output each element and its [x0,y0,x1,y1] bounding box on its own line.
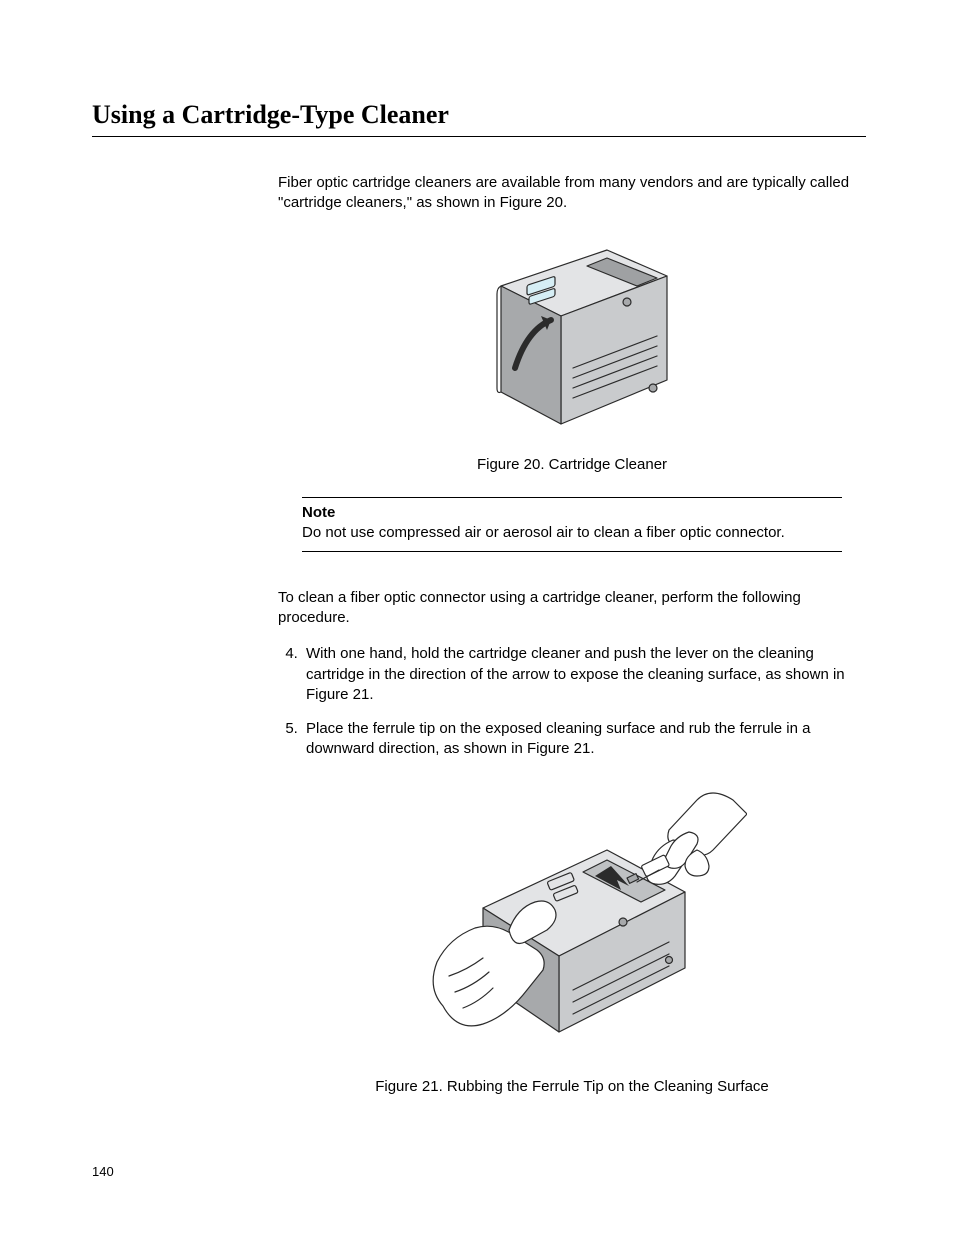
page-number: 140 [92,1164,114,1179]
figure-21-caption: Figure 21. Rubbing the Ferrule Tip on th… [278,1078,866,1095]
section-title: Using a Cartridge-Type Cleaner [92,100,866,137]
note-box: Note Do not use compressed air or aeroso… [302,497,842,552]
step-item: With one hand, hold the cartridge cleane… [302,644,866,705]
note-label: Note [302,504,842,521]
body-column: Fiber optic cartridge cleaners are avail… [278,173,866,1095]
figure-20: Figure 20. Cartridge Cleaner [278,238,866,473]
intro-paragraph: Fiber optic cartridge cleaners are avail… [278,173,866,214]
figure-21: Figure 21. Rubbing the Ferrule Tip on th… [278,780,866,1095]
cartridge-cleaner-illustration [457,238,687,438]
procedure-steps: With one hand, hold the cartridge cleane… [278,644,866,759]
step-item: Place the ferrule tip on the exposed cle… [302,719,866,760]
note-text: Do not use compressed air or aerosol air… [302,523,842,543]
figure-20-caption: Figure 20. Cartridge Cleaner [278,456,866,473]
ferrule-rubbing-illustration [397,780,747,1060]
procedure-intro: To clean a fiber optic connector using a… [278,588,866,629]
